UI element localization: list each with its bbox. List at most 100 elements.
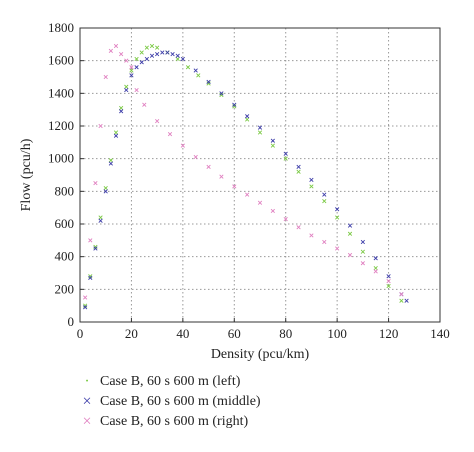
x-tick-label: 0 — [77, 326, 84, 341]
data-point — [93, 244, 98, 249]
legend-item-left: · Case B, 60 s 600 m (left) — [78, 372, 261, 392]
data-point — [155, 52, 160, 57]
data-point — [283, 156, 288, 161]
data-point — [373, 256, 378, 261]
data-point — [139, 50, 144, 55]
data-point — [88, 238, 93, 243]
data-point — [119, 52, 124, 57]
data-point — [88, 275, 93, 281]
y-tick-label: 600 — [55, 216, 75, 231]
data-point — [219, 91, 224, 96]
data-point — [386, 279, 391, 284]
data-point — [129, 73, 134, 78]
data-point — [83, 295, 88, 300]
data-point — [155, 45, 160, 50]
data-point — [206, 79, 211, 85]
data-point — [373, 265, 378, 271]
data-point — [283, 216, 288, 222]
x-tick-label: 120 — [379, 326, 399, 341]
data-point — [245, 192, 250, 197]
data-point — [232, 102, 237, 107]
y-tick-label: 1200 — [48, 118, 74, 133]
data-point — [98, 123, 103, 129]
legend-item-right: × Case B, 60 s 600 m (right) — [78, 412, 261, 432]
data-point — [134, 65, 139, 70]
series-right — [83, 43, 404, 300]
data-point — [113, 130, 119, 135]
data-point — [232, 184, 237, 189]
data-point — [108, 161, 113, 166]
data-point — [134, 87, 139, 93]
x-tick-label: 60 — [228, 326, 241, 341]
grid — [80, 28, 440, 322]
data-point — [103, 74, 108, 80]
data-point — [149, 53, 155, 58]
data-point — [296, 225, 301, 230]
x-tick-label: 100 — [327, 326, 347, 341]
data-point — [175, 53, 180, 58]
x-tick-label: 40 — [176, 326, 189, 341]
data-point — [360, 239, 365, 245]
data-point — [347, 223, 353, 228]
y-tick-label: 1000 — [48, 151, 74, 166]
data-point — [88, 274, 93, 279]
data-point — [219, 174, 224, 179]
data-point — [108, 48, 113, 53]
data-point — [167, 132, 173, 137]
x-tick-label: 140 — [430, 326, 450, 341]
data-point — [296, 164, 301, 169]
data-point — [322, 239, 327, 245]
data-point — [108, 158, 113, 163]
data-point — [124, 58, 129, 63]
data-point — [360, 249, 365, 254]
data-point — [347, 231, 353, 236]
legend-marker-middle: × — [82, 393, 92, 410]
legend-label-middle: Case B, 60 s 600 m (middle) — [100, 394, 261, 409]
y-tick-label: 1600 — [48, 53, 74, 68]
data-point — [373, 269, 378, 274]
data-point — [206, 164, 211, 169]
data-point — [83, 303, 88, 308]
data-point — [113, 133, 119, 138]
series-middle — [83, 50, 409, 310]
data-point — [134, 56, 139, 62]
data-point — [245, 114, 250, 119]
data-point — [193, 68, 198, 73]
data-point — [386, 283, 391, 289]
data-point — [83, 305, 88, 310]
scatter-plot: 0 20 40 60 80 100 120 1400200400600800100012001… — [19, 20, 450, 362]
data-point — [98, 215, 103, 220]
axis-ticks: 0 20 40 60 80 100 120 1400200400600800100012001… — [48, 20, 450, 341]
data-point — [335, 215, 340, 220]
data-point — [142, 102, 147, 107]
data-point — [270, 138, 275, 143]
data-point — [124, 84, 129, 89]
data-point — [93, 181, 98, 186]
data-point — [404, 298, 409, 303]
data-point — [149, 43, 155, 49]
data-point — [347, 252, 353, 258]
data-point — [322, 199, 327, 204]
plot-area-frame — [79, 27, 441, 323]
data-point — [160, 50, 165, 55]
data-point — [144, 56, 149, 62]
data-point — [170, 52, 175, 57]
y-tick-label: 0 — [68, 314, 75, 329]
data-point — [245, 117, 250, 122]
legend-item-middle: × Case B, 60 s 600 m (middle) — [78, 392, 261, 412]
data-point — [93, 246, 98, 251]
data-point — [119, 109, 124, 114]
data-point — [129, 65, 134, 70]
y-axis-label: Flow (pcu/h) — [19, 138, 34, 211]
data-point — [180, 143, 185, 148]
series-left — [83, 43, 404, 308]
data-point — [309, 184, 314, 189]
data-point — [386, 274, 391, 279]
data-point — [185, 65, 191, 70]
data-point — [193, 154, 198, 160]
data-point — [257, 125, 263, 130]
data-point — [309, 177, 314, 183]
legend-label-right: Case B, 60 s 600 m (right) — [100, 414, 249, 429]
data-point — [257, 200, 263, 205]
